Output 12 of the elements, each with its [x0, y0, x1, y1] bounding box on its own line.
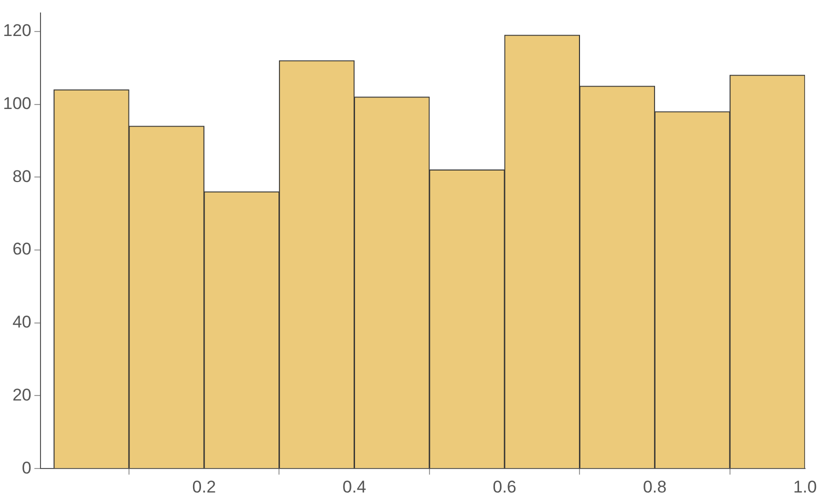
y-tick-label: 20	[12, 385, 32, 404]
x-tick-label: 0.4	[342, 477, 366, 496]
y-tick-label: 40	[12, 312, 32, 332]
y-tick-label: 60	[12, 240, 32, 259]
x-tick-label: 0.8	[642, 477, 667, 496]
y-tick-label: 80	[12, 166, 32, 186]
y-tick-label: 0	[22, 458, 32, 478]
x-tick-label: 0.2	[192, 477, 216, 496]
x-tick-label: 0.6	[492, 477, 516, 496]
y-tick-label: 120	[2, 21, 32, 40]
x-tick-label: 1.0	[793, 477, 817, 496]
y-tick-label: 100	[2, 94, 32, 113]
